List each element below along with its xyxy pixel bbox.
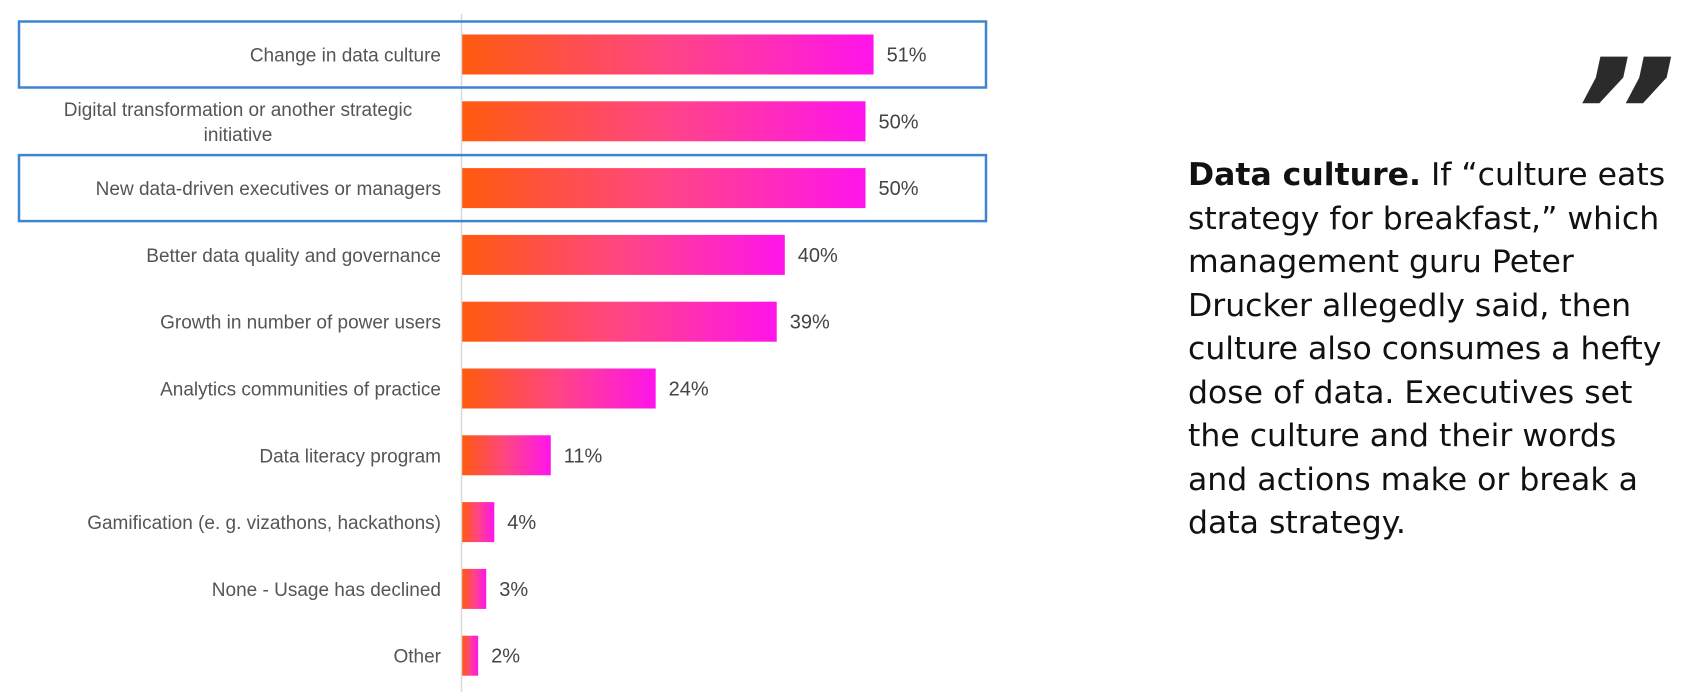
category-label-10: Other	[393, 647, 441, 668]
bar-1	[462, 34, 874, 75]
highlight-box-1	[17, 20, 988, 89]
bar-8	[462, 502, 495, 543]
bar-4	[462, 234, 785, 275]
bar-3	[462, 168, 866, 209]
quote-paragraph: Data culture. If “culture eats strategy …	[1188, 154, 1678, 546]
bar-7	[462, 435, 551, 476]
category-label-3: New data-driven executives or managers	[96, 179, 441, 200]
value-label-6: 24%	[669, 379, 709, 401]
category-label-7: Data literacy program	[259, 446, 441, 467]
value-label-10: 2%	[491, 646, 520, 668]
bars-layer	[462, 34, 874, 676]
category-label-2: Digital transformation or another strate…	[64, 100, 413, 146]
bar-5	[462, 301, 777, 342]
bar-9	[462, 568, 487, 609]
bar-2	[462, 101, 866, 142]
category-label-8: Gamification (e. g. vizathons, hackathon…	[87, 513, 441, 534]
value-label-8: 4%	[507, 512, 536, 534]
highlight-boxes	[17, 20, 988, 223]
quote-lead: Data culture.	[1188, 157, 1421, 193]
category-label-4: Better data quality and governance	[146, 246, 441, 267]
highlight-box-2	[17, 153, 988, 223]
category-label-1: Change in data culture	[250, 46, 441, 67]
bar-10	[462, 635, 479, 676]
value-label-1: 51%	[887, 45, 927, 67]
category-label-6: Analytics communities of practice	[160, 380, 441, 401]
value-label-3: 50%	[879, 178, 919, 200]
category-label-9: None - Usage has declined	[212, 580, 441, 601]
value-label-2: 50%	[879, 111, 919, 133]
quote-body: If “culture eats strategy for breakfast,…	[1188, 157, 1666, 541]
quotation-mark-icon: ”	[1570, 28, 1677, 202]
value-labels: 51% 50% 50% 40% 39% 24% 11% 4% 3% 2%	[491, 45, 927, 668]
bar-6	[462, 368, 656, 409]
value-label-5: 39%	[790, 312, 830, 334]
category-label-5: Growth in number of power users	[160, 313, 441, 334]
category-labels: Change in data culture Digital transforma…	[64, 46, 442, 668]
value-label-9: 3%	[499, 579, 528, 601]
value-label-7: 11%	[564, 445, 603, 467]
value-label-4: 40%	[798, 245, 838, 267]
